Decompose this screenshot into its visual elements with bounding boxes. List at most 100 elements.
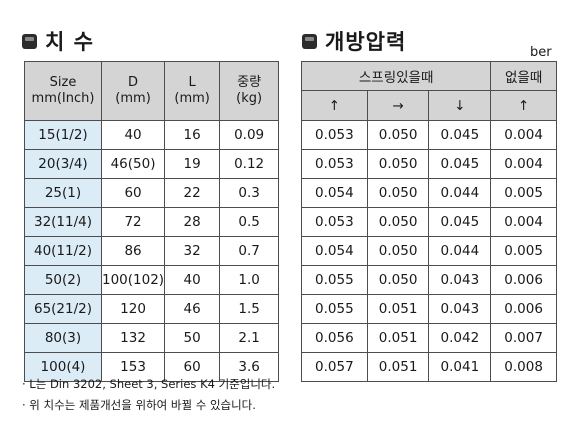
weight-cell: 0.3 [219,178,279,208]
pressure-down-cell: 0.043 [428,265,492,295]
dimension-table: Size mm(Inch) D (mm) L (mm) 중량 (kg) 15(1… [24,61,279,382]
pressure-up-cell: 0.054 [301,178,368,208]
dimension-row: 80(3) 132 50 2.1 [24,323,279,353]
weight-column-header: 중량 (kg) [219,61,279,121]
dimension-row: 40(11/2) 86 32 0.7 [24,236,279,266]
pressure-horizontal-cell: 0.050 [366,120,430,150]
pressure-row: 0.056 0.051 0.042 0.007 [301,323,557,353]
pressure-row: 0.055 0.051 0.043 0.006 [301,294,557,324]
pressure-up-cell: 0.053 [301,207,368,237]
d-cell: 132 [100,323,166,353]
pressure-row: 0.055 0.050 0.043 0.006 [301,265,557,295]
pressure-no-spring-cell: 0.004 [490,207,557,237]
l-header-label: L [188,75,196,91]
dimension-table-body: 15(1/2) 40 16 0.09 20(3/4) 46(50) 19 0.12 25(1) 6… [24,120,279,382]
weight-header-unit: (kg) [236,91,263,106]
weight-cell: 1.0 [219,265,279,295]
size-cell: 65(21/2) [24,294,102,324]
pressure-no-spring-cell: 0.006 [490,294,557,324]
opening-pressure-heading-text: 개방압력 [325,30,407,54]
pressure-down-cell: 0.045 [428,120,492,150]
size-cell: 80(3) [24,323,102,353]
pressure-horizontal-cell: 0.051 [366,352,430,382]
pressure-no-spring-cell: 0.005 [490,236,557,266]
dimension-row: 15(1/2) 40 16 0.09 [24,120,279,150]
pressure-table-direction-row: ↑ → ↓ ↑ [301,90,557,121]
dimensions-heading: 치 수 [22,26,94,56]
l-cell: 32 [164,236,221,266]
without-spring-header: 없을때 [490,61,557,91]
with-spring-header: 스프링있을때 [300,61,492,91]
size-header-unit: mm(Inch) [31,91,95,106]
pressure-no-spring-cell: 0.007 [490,323,557,353]
d-cell: 86 [100,236,166,266]
pressure-no-spring-cell: 0.005 [490,178,557,208]
pressure-up-cell: 0.055 [301,265,368,295]
opening-pressure-table-body: 0.053 0.050 0.045 0.004 0.053 0.050 0.045 0.004… [301,120,557,382]
size-cell: 25(1) [24,178,102,208]
pressure-row: 0.054 0.050 0.044 0.005 [301,236,557,266]
flow-down-arrow-icon: ↓ [428,90,492,121]
pressure-down-cell: 0.042 [428,323,492,353]
weight-cell: 3.6 [219,352,279,382]
d-header-label: D [128,75,139,91]
l-column-header: L (mm) [164,61,221,121]
weight-cell: 1.5 [219,294,279,324]
weight-cell: 0.5 [219,207,279,237]
pressure-up-cell: 0.053 [301,149,368,179]
d-cell: 46(50) [100,149,166,179]
pressure-horizontal-cell: 0.050 [366,149,430,179]
pressure-no-spring-cell: 0.004 [490,120,557,150]
flow-up-arrow-icon: ↑ [490,90,557,121]
d-cell: 100(102) [100,265,166,295]
weight-cell: 2.1 [219,323,279,353]
pressure-horizontal-cell: 0.051 [366,294,430,324]
pressure-horizontal-cell: 0.050 [366,236,430,266]
weight-cell: 0.09 [219,120,279,150]
pressure-unit-label: ber [530,45,552,60]
square-bullet-icon [302,33,317,49]
weight-cell: 0.12 [219,149,279,179]
dimension-row: 25(1) 60 22 0.3 [24,178,279,208]
size-cell: 100(4) [24,352,102,382]
d-cell: 40 [100,120,166,150]
size-cell: 50(2) [24,265,102,295]
dimension-row: 100(4) 153 60 3.6 [24,352,279,382]
dimension-row: 65(21/2) 120 46 1.5 [24,294,279,324]
pressure-row: 0.053 0.050 0.045 0.004 [301,207,557,237]
d-cell: 72 [100,207,166,237]
pressure-down-cell: 0.043 [428,294,492,324]
size-cell: 20(3/4) [24,149,102,179]
l-cell: 40 [164,265,221,295]
size-cell: 15(1/2) [24,120,102,150]
pressure-up-cell: 0.056 [301,323,368,353]
flow-right-arrow-icon: → [366,90,430,121]
pressure-down-cell: 0.044 [428,236,492,266]
size-header-label: Size [49,75,77,91]
l-cell: 22 [164,178,221,208]
square-bullet-icon [22,33,37,49]
d-column-header: D (mm) [100,61,166,121]
pressure-up-cell: 0.057 [301,352,368,382]
pressure-horizontal-cell: 0.050 [366,178,430,208]
opening-pressure-heading: 개방압력 [302,26,406,56]
pressure-down-cell: 0.045 [428,149,492,179]
dimensions-heading-text: 치 수 [45,30,94,54]
pressure-table-header-row: 스프링있을때 없을때 [300,61,557,91]
l-cell: 50 [164,323,221,353]
l-cell: 19 [164,149,221,179]
dimension-row: 32(11/4) 72 28 0.5 [24,207,279,237]
dimension-table-header-row: Size mm(Inch) D (mm) L (mm) 중량 (kg) [24,61,279,121]
weight-cell: 0.7 [219,236,279,266]
size-cell: 32(11/4) [24,207,102,237]
pressure-row: 0.057 0.051 0.041 0.008 [301,352,557,382]
pressure-down-cell: 0.044 [428,178,492,208]
l-cell: 28 [164,207,221,237]
size-column-header: Size mm(Inch) [24,61,102,121]
pressure-up-cell: 0.055 [301,294,368,324]
opening-pressure-table: 스프링있을때 없을때 ↑ → ↓ ↑ 0.053 0.050 0.045 0.004 0… [300,61,557,382]
pressure-horizontal-cell: 0.050 [366,207,430,237]
dimension-row: 50(2) 100(102) 40 1.0 [24,265,279,295]
l-cell: 46 [164,294,221,324]
pressure-no-spring-cell: 0.004 [490,149,557,179]
